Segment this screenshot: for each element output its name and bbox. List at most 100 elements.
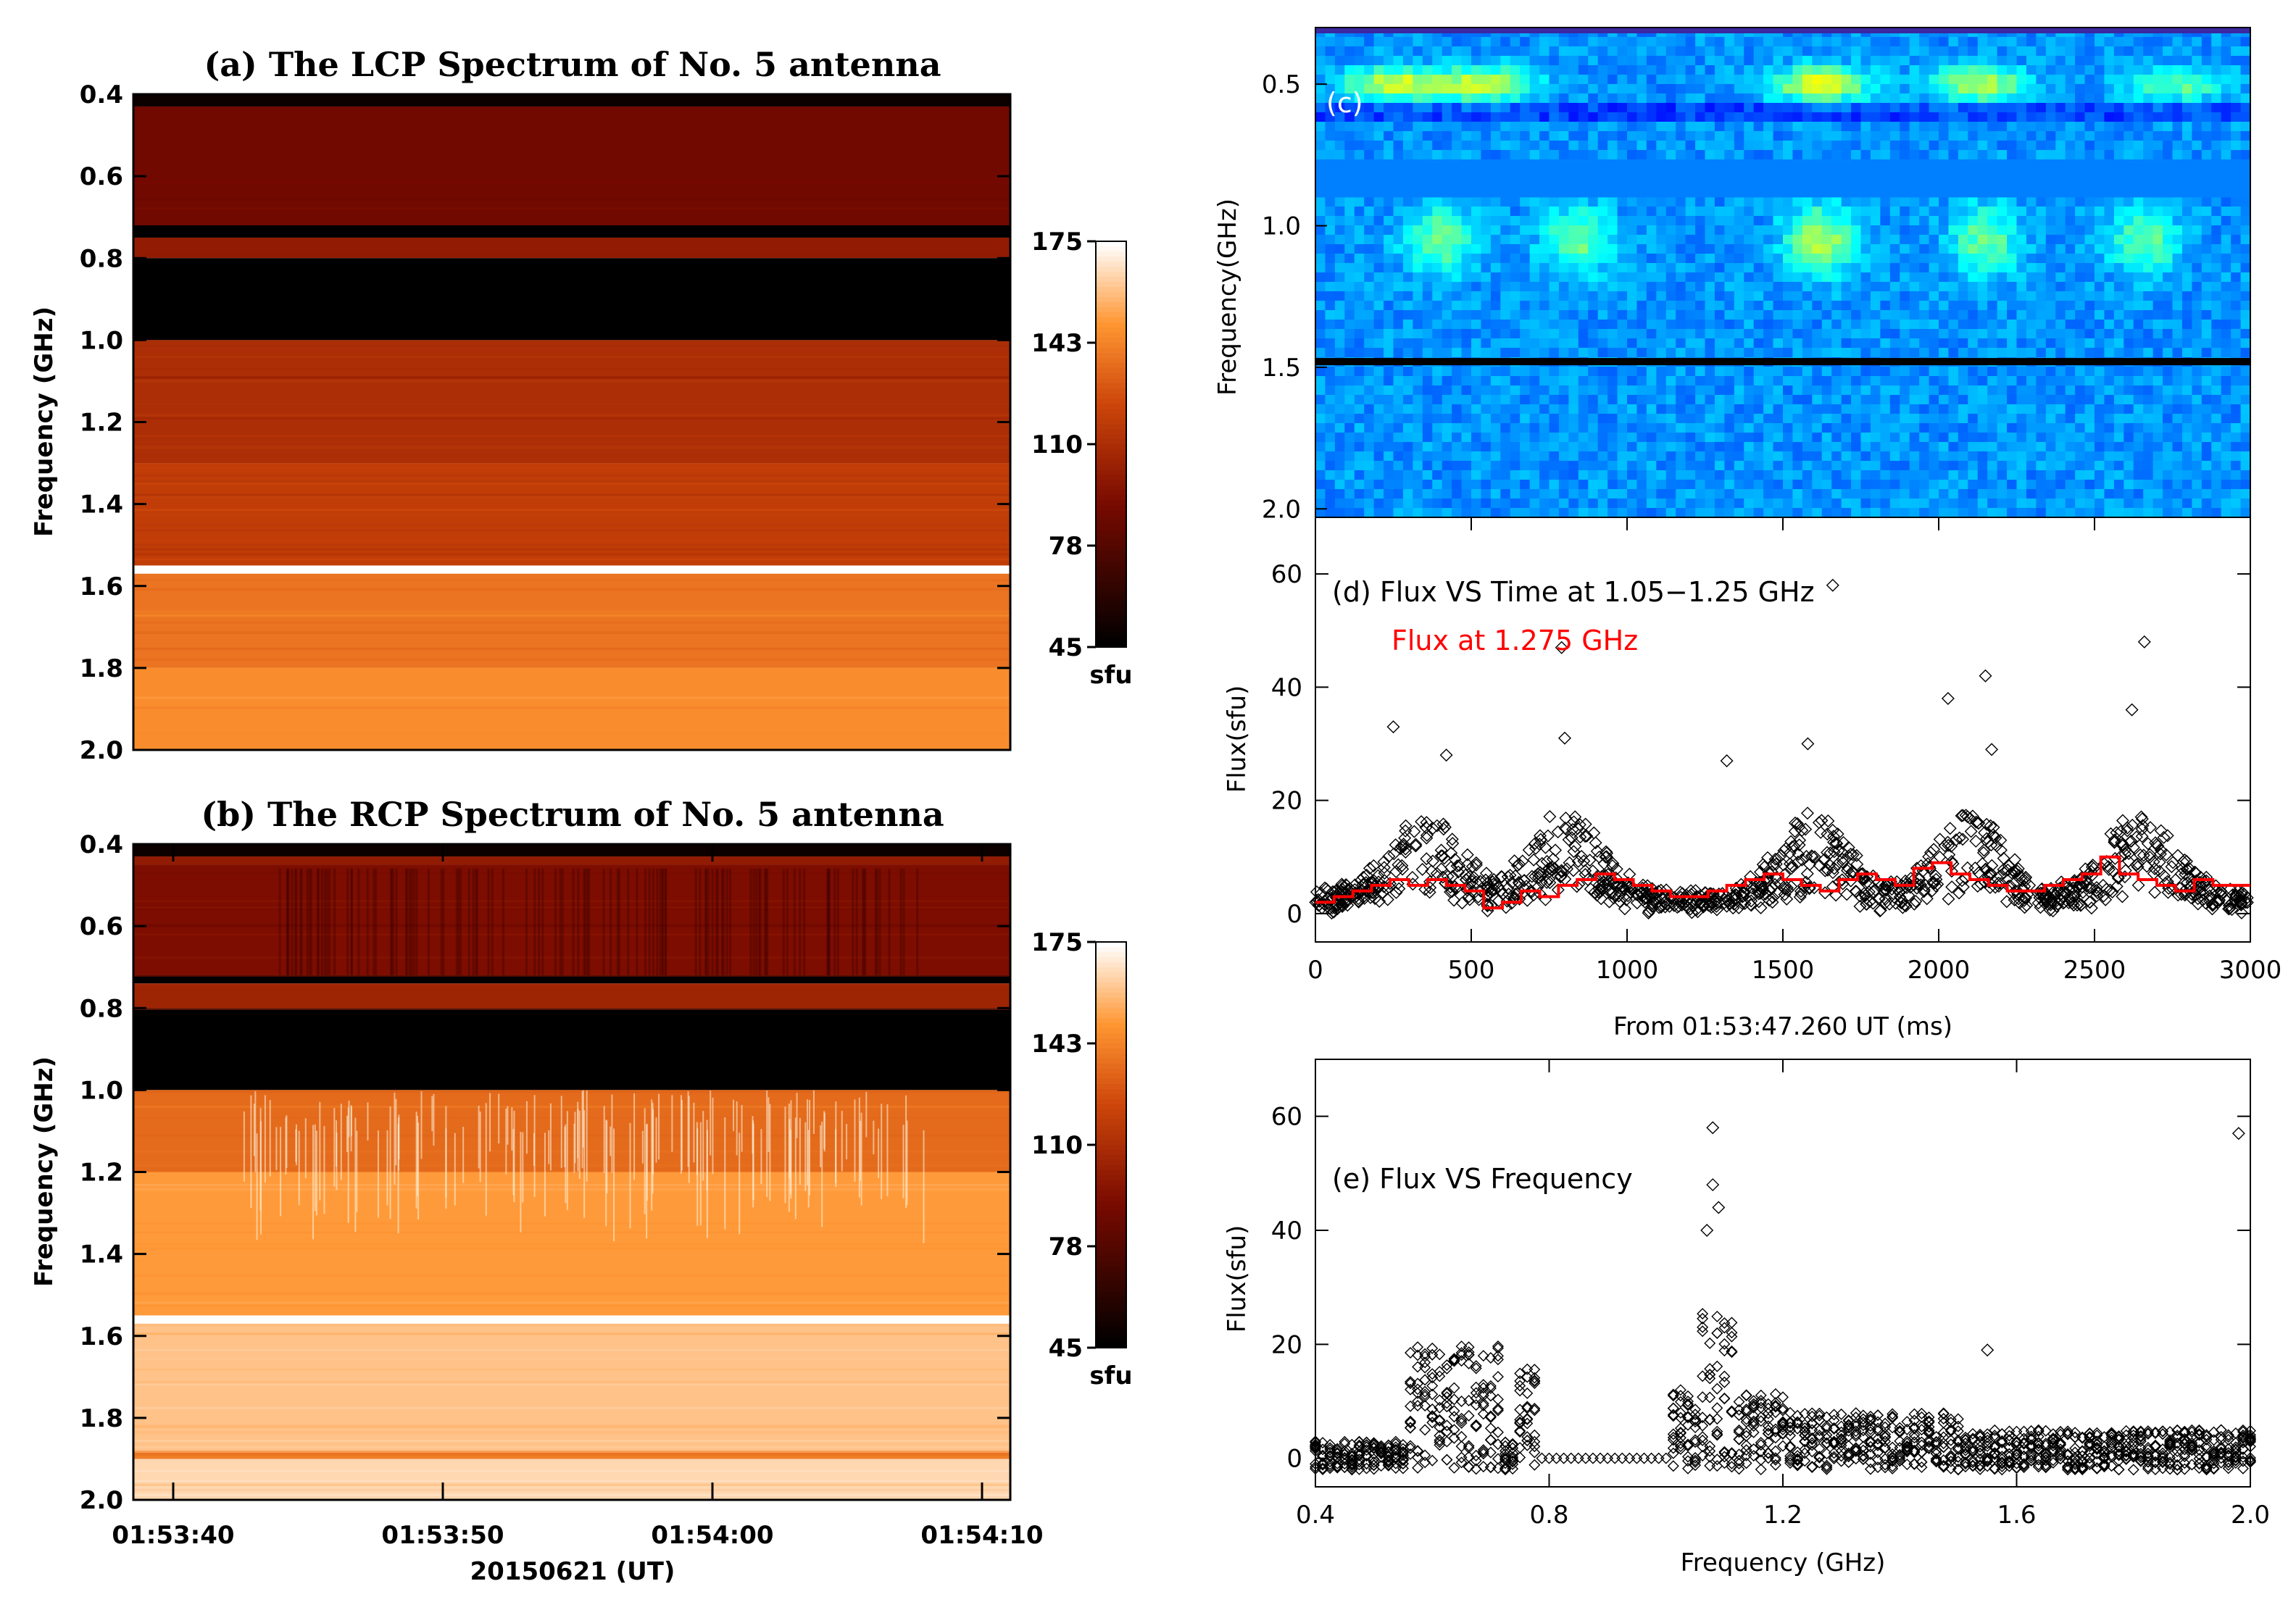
heat-cell [2231, 376, 2242, 386]
heat-cell [1734, 254, 1745, 264]
heat-cell [2143, 320, 2154, 330]
heat-cell [1636, 93, 1647, 104]
heat-cell [1783, 376, 1794, 386]
heat-cell [1452, 131, 1463, 141]
heat-cell [1481, 56, 1492, 66]
heat-cell [1539, 433, 1550, 443]
heat-cell [1909, 216, 1920, 226]
heat-cell [1987, 65, 1998, 75]
heat-cell [2231, 93, 2242, 104]
ytick-label: 1.8 [80, 654, 123, 683]
heat-cell [1452, 263, 1463, 273]
heat-cell [1958, 141, 1969, 151]
heat-cell [2231, 131, 2242, 141]
heat-cell [1860, 291, 1871, 301]
colorbar-step [1096, 988, 1126, 993]
spectrum-streak [860, 1112, 862, 1206]
heat-cell [1987, 150, 1998, 160]
heat-cell [2026, 423, 2037, 433]
heat-cell [1831, 37, 1842, 47]
heat-cell [2065, 122, 2076, 132]
spectrum-streak [760, 1129, 762, 1185]
heat-cell [1948, 216, 1959, 226]
heat-cell [2016, 37, 2027, 47]
heat-cell [1452, 75, 1463, 85]
heat-cell [1880, 207, 1891, 217]
heat-cell [1900, 414, 1910, 424]
colorbar-step [1096, 1109, 1126, 1115]
heat-cell [1802, 348, 1813, 358]
heat-cell [1422, 338, 1434, 349]
spectrum-striation [133, 1488, 1010, 1491]
heat-cell [2231, 320, 2242, 330]
heat-cell [1929, 395, 1939, 405]
heat-cell [1452, 433, 1463, 443]
heat-cell [2095, 244, 2105, 254]
heat-cell [1373, 122, 1384, 132]
heat-cell [2084, 263, 2095, 273]
spectrum-streak [356, 1130, 358, 1212]
heat-cell [1724, 254, 1735, 264]
heat-cell [1539, 65, 1550, 75]
heat-cell [2113, 244, 2125, 254]
heat-cell [1481, 254, 1492, 264]
colorbar-step [1096, 490, 1126, 496]
heat-cell [2095, 329, 2105, 339]
heat-cell [1578, 75, 1589, 85]
heat-cell [2192, 122, 2203, 132]
heat-cell [1413, 103, 1423, 113]
heat-cell [1413, 404, 1423, 414]
heat-cell [1939, 65, 1950, 75]
heat-cell [1821, 207, 1832, 217]
heat-cell [1656, 93, 1667, 104]
ytick-label: 1.0 [80, 1076, 123, 1105]
ytick-label: 1.4 [80, 1240, 123, 1269]
heat-cell [1665, 131, 1676, 141]
heat-cell [1617, 376, 1628, 386]
spectrum-streak [733, 1099, 735, 1131]
heat-cell [2055, 131, 2066, 141]
heat-cell [1510, 320, 1521, 330]
heat-cell [1676, 65, 1686, 75]
heat-cell [1636, 282, 1647, 292]
heat-cell [1529, 414, 1540, 424]
spectrum-streak [572, 868, 575, 975]
heat-cell [1821, 75, 1832, 85]
heat-cell [2084, 320, 2095, 330]
heat-cell [2036, 263, 2047, 273]
heat-cell [1452, 423, 1463, 433]
heat-cell [2055, 414, 2066, 424]
heat-cell [2152, 367, 2163, 377]
heat-cell [2124, 254, 2134, 264]
heat-cell [1909, 225, 1920, 235]
heat-cell [1724, 395, 1735, 405]
heat-cell [1929, 338, 1939, 349]
heat-cell [1676, 442, 1686, 452]
heat-cell [2181, 122, 2193, 132]
heat-cell [1568, 216, 1579, 226]
spectrum-striation [133, 1446, 1010, 1449]
heat-cell [2007, 225, 2018, 235]
colorbar-step [1096, 454, 1126, 460]
heat-cell [1325, 329, 1336, 339]
heat-cell [1607, 65, 1618, 75]
heat-cell [2104, 282, 2115, 292]
heat-cell [1665, 112, 1676, 122]
heat-cell [1851, 37, 1862, 47]
heat-cell [1471, 320, 1482, 330]
heat-cell [1627, 291, 1638, 301]
heat-cell [1607, 291, 1618, 301]
heat-cell [1919, 320, 1930, 330]
heat-cell [1568, 385, 1579, 396]
heat-cell [1617, 141, 1628, 151]
heat-cell [1812, 310, 1823, 320]
heat-cell [1880, 423, 1891, 433]
heat-cell [1714, 263, 1726, 273]
heat-cell [1402, 320, 1414, 330]
heat-cell [1705, 376, 1715, 386]
heat-cell [1880, 320, 1891, 330]
heat-cell [1422, 423, 1434, 433]
heat-cell [2016, 207, 2027, 217]
spectrum-streak [758, 868, 761, 975]
